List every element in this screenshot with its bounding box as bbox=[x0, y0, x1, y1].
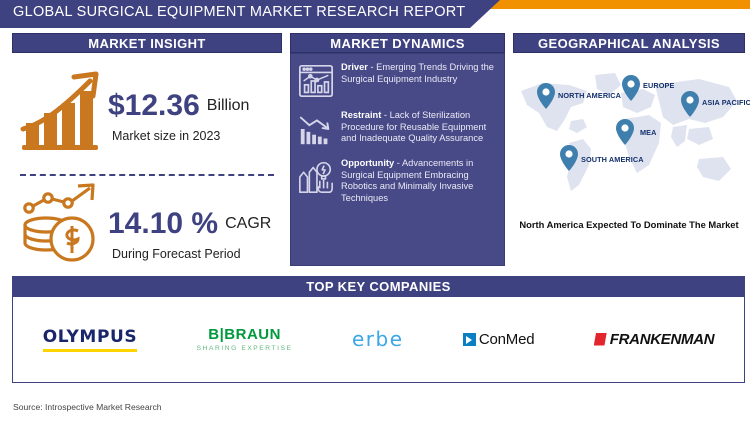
coins-growth-icon bbox=[23, 183, 95, 262]
declining-bar-chart-icon bbox=[299, 116, 330, 145]
dynamics-restraint-text: Restraint - Lack of Sterilization Proced… bbox=[341, 110, 487, 144]
map-label-mea: MEA bbox=[640, 128, 657, 137]
geographical-analysis-body: NORTH AMERICA EUROPE ASIA PACIFIC MEA SO… bbox=[513, 53, 750, 266]
conmed-wordmark: ConMed bbox=[478, 330, 535, 348]
pin-south-america-icon bbox=[560, 145, 578, 171]
dynamics-opportunity-text: Opportunity - Advancements in Surgical E… bbox=[341, 158, 474, 203]
bbraun-tagline: SHARING EXPERTISE bbox=[196, 345, 293, 352]
company-logo-conmed[interactable]: ConMed bbox=[462, 330, 535, 348]
company-logo-frankenman[interactable]: FRANKENMAN bbox=[593, 330, 715, 348]
dynamics-item-restraint: Restraint - Lack of Sterilization Proced… bbox=[297, 108, 498, 148]
olympus-wordmark: OLYMPUS bbox=[42, 326, 138, 347]
page-title: GLOBAL SURGICAL EQUIPMENT MARKET RESEARC… bbox=[13, 4, 466, 20]
market-dynamics-heading: MARKET DYNAMICS bbox=[290, 33, 505, 53]
frankenman-mark-icon bbox=[593, 332, 607, 346]
market-size-value: $12.36 bbox=[108, 89, 200, 122]
conmed-mark-icon bbox=[462, 332, 476, 346]
map-pins bbox=[537, 75, 699, 171]
market-size-caption: Market size in 2023 bbox=[112, 129, 221, 143]
orange-accent-bar bbox=[460, 0, 750, 9]
company-logo-erbe[interactable]: erbe bbox=[351, 327, 404, 351]
cagr-value: 14.10 % bbox=[108, 207, 219, 240]
world-map: NORTH AMERICA EUROPE ASIA PACIFIC MEA SO… bbox=[513, 61, 750, 211]
key-companies-logos: OLYMPUS B|BRAUN SHARING EXPERTISE erbe C… bbox=[13, 297, 744, 381]
map-label-south-america: SOUTH AMERICA bbox=[581, 155, 644, 164]
dynamics-driver-label: Driver bbox=[341, 62, 368, 72]
growth-idea-hand-icon bbox=[299, 161, 333, 194]
market-insight-body: $12.36 Billion Market size in 2023 bbox=[12, 53, 282, 266]
pin-europe-icon bbox=[622, 75, 640, 101]
market-insight-panel: MARKET INSIGHT $12.36 Billion Market siz… bbox=[12, 33, 282, 268]
header-banner-shape bbox=[0, 0, 500, 28]
market-dynamics-panel: MARKET DYNAMICS bbox=[290, 33, 505, 268]
dynamics-opportunity-label: Opportunity bbox=[341, 158, 395, 168]
olympus-underline bbox=[42, 348, 138, 352]
key-companies-panel: TOP KEY COMPANIES OLYMPUS B|BRAUN SHARIN… bbox=[12, 276, 745, 383]
cagr-unit: CAGR bbox=[225, 215, 272, 232]
pin-mea-icon bbox=[616, 119, 634, 145]
market-size-unit: Billion bbox=[206, 97, 250, 114]
source-note: Source: Introspective Market Research bbox=[13, 402, 162, 412]
section-divider bbox=[20, 174, 274, 176]
geographical-analysis-panel: GEOGRAPHICAL ANALYSIS bbox=[513, 33, 750, 268]
cagr-caption: During Forecast Period bbox=[112, 247, 241, 261]
pin-north-america-icon bbox=[537, 83, 555, 109]
geographical-analysis-heading: GEOGRAPHICAL ANALYSIS bbox=[513, 33, 745, 53]
key-companies-heading: TOP KEY COMPANIES bbox=[13, 277, 744, 297]
map-label-asia-pacific: ASIA PACIFIC bbox=[702, 98, 750, 107]
dynamics-restraint-label: Restraint bbox=[341, 110, 382, 120]
dynamics-item-driver: Driver - Emerging Trends Driving the Sur… bbox=[297, 60, 498, 100]
map-caption: North America Expected To Dominate The M… bbox=[519, 219, 739, 230]
bbraun-wordmark: B|BRAUN bbox=[208, 326, 281, 343]
market-size-row: $12.36 Billion bbox=[108, 91, 249, 121]
header-banner: GLOBAL SURGICAL EQUIPMENT MARKET RESEARC… bbox=[0, 0, 750, 28]
dashboard-chart-icon bbox=[298, 64, 334, 98]
dynamics-item-opportunity: Opportunity - Advancements in Surgical E… bbox=[297, 156, 498, 204]
frankenman-wordmark: FRANKENMAN bbox=[609, 330, 715, 348]
company-logo-bbraun[interactable]: B|BRAUN SHARING EXPERTISE bbox=[197, 326, 293, 352]
cagr-row: 14.10 % CAGR bbox=[108, 209, 271, 239]
map-label-north-america: NORTH AMERICA bbox=[558, 91, 622, 100]
map-label-europe: EUROPE bbox=[643, 81, 675, 90]
market-dynamics-body: Driver - Emerging Trends Driving the Sur… bbox=[290, 53, 505, 266]
company-logo-olympus[interactable]: OLYMPUS bbox=[42, 326, 138, 352]
dynamics-driver-text: Driver - Emerging Trends Driving the Sur… bbox=[341, 62, 494, 84]
market-insight-heading: MARKET INSIGHT bbox=[12, 33, 282, 53]
pin-asia-pacific-icon bbox=[681, 91, 699, 117]
growth-bar-chart-icon bbox=[20, 71, 99, 150]
